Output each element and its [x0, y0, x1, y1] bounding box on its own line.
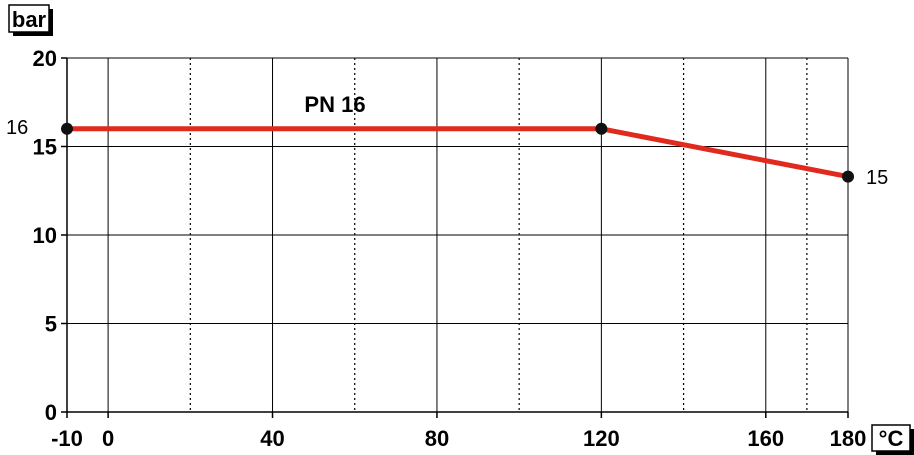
axes: [61, 57, 849, 418]
series-label: PN 16: [304, 92, 365, 117]
grid-lines: [67, 58, 848, 412]
y-tick-label: 10: [33, 223, 57, 248]
x-tick-label: 160: [747, 426, 784, 451]
y-tick-label: 5: [45, 312, 57, 337]
right-point-label: 15: [866, 167, 888, 189]
data-point: [842, 170, 854, 183]
x-tick-label: 180: [830, 426, 867, 451]
series-line: [67, 126, 849, 180]
data-point: [595, 122, 608, 135]
x-axis-label: °C: [879, 426, 904, 451]
x-tick-label: 120: [583, 426, 620, 451]
x-tick-label: -10: [51, 426, 83, 451]
series-line-group: [61, 122, 854, 183]
left-point-label: 16: [6, 117, 28, 139]
y-axis-unit-box: bar: [8, 4, 53, 36]
x-tick-label: 40: [260, 426, 284, 451]
y-tick-label: 15: [33, 135, 57, 160]
x-tick-label: 0: [102, 426, 114, 451]
y-tick-label: 20: [33, 46, 57, 71]
y-axis-label: bar: [12, 7, 47, 32]
x-axis-unit-box: °C: [871, 424, 914, 455]
data-point: [61, 122, 73, 135]
y-tick-label: 0: [45, 400, 57, 425]
x-tick-label: 80: [425, 426, 449, 451]
